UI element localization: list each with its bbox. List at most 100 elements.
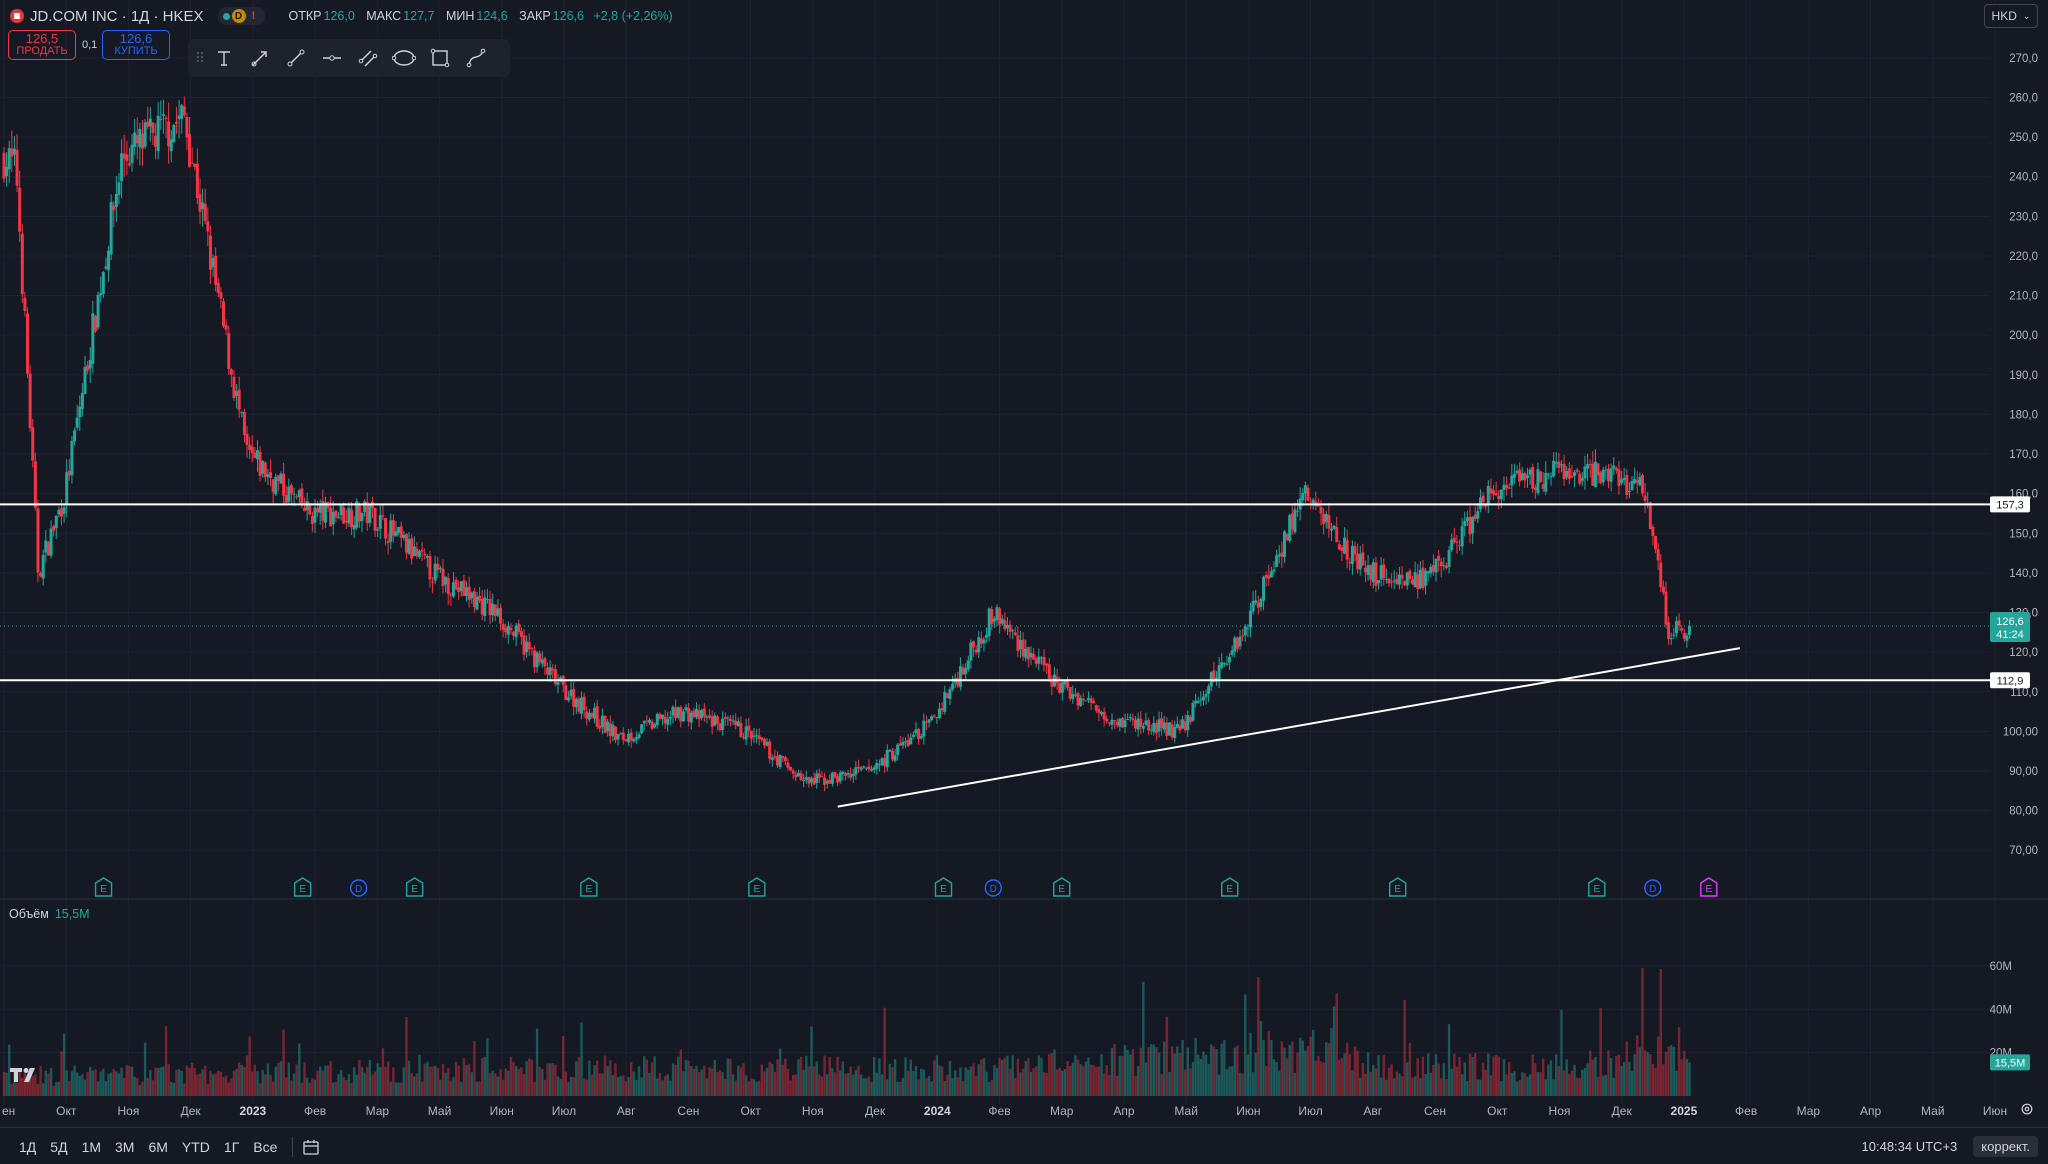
volume-bar [394,1082,398,1096]
volume-bar [164,1026,168,1096]
volume-bar [1578,1078,1581,1096]
candle-body [350,509,354,528]
volume-bar [825,1074,829,1096]
arrow-line-icon[interactable] [242,40,278,76]
volume-bar [815,1061,818,1096]
sell-button[interactable]: 126,5 ПРОДАТЬ [8,30,76,60]
volume-bar [400,1082,403,1096]
dividend-marker-icon[interactable] [1644,879,1662,897]
earnings-marker-icon[interactable] [405,877,424,897]
time-axis[interactable]: ен Окт Ноя Дек 2023 Фев Мар Май Июн Июл Авг Сен Окт Н… [2,1104,2007,1118]
volume-bar [1071,1062,1074,1096]
candle-body [344,520,348,523]
volume-bar [1447,1024,1451,1096]
volume-bar [507,1070,510,1096]
rectangle-icon[interactable] [422,40,458,76]
price-axis[interactable]: 70,0080,0090,00100,00110,0120,0130,0140,… [2003,53,2038,857]
candle-body [1115,721,1119,726]
volume-bar [136,1078,139,1096]
settings-gear-icon[interactable] [2020,1102,2034,1116]
dividend-marker-icon[interactable] [984,879,1002,897]
horizontal-ray-icon[interactable] [314,40,350,76]
volume-bar [862,1078,865,1096]
horizontal-levels[interactable] [0,503,1996,682]
candle-body [138,128,142,148]
candle-body [480,598,484,615]
candle-body [1126,719,1130,721]
trend-line[interactable] [837,647,1741,808]
timeframe-5d[interactable]: 5Д [50,1138,68,1155]
earnings-marker-icon[interactable] [1588,877,1606,897]
candle-body [1431,565,1435,572]
volume-bar [946,1074,949,1096]
buy-button[interactable]: 126,6 КУПИТЬ [102,30,170,60]
earnings-marker-icon[interactable] [293,877,312,897]
volume-bar [1312,1029,1315,1096]
timeframe-3m[interactable]: 3M [115,1138,135,1155]
candle-body [1134,720,1138,729]
volume-legend[interactable]: Объём 15,5M [9,907,90,921]
candle-body [927,719,931,723]
volume-bar [1259,1021,1263,1096]
timeframe-1d[interactable]: 1Д [19,1138,37,1155]
candle-body [1499,489,1503,500]
candle-body [1220,662,1224,668]
event-label: E [299,884,306,895]
timeframe-1m[interactable]: 1M [81,1138,102,1155]
timeframe-1y[interactable]: 1Г [223,1138,240,1155]
volume-bar [765,1068,769,1096]
timeframe-all[interactable]: Все [253,1138,278,1155]
earnings-marker-icon[interactable] [1700,877,1718,897]
earnings-marker-icon[interactable] [1221,877,1239,897]
date-range-icon[interactable] [301,1137,321,1157]
candle-body [292,493,296,495]
volume-bar [909,1059,912,1096]
symbol-title[interactable]: JD.COM INC · 1Д · HKEX [0,8,204,25]
volume-bar [243,1066,246,1096]
path-icon[interactable] [458,40,494,76]
volume-bar [1296,1052,1299,1096]
candles [2,96,1692,792]
earnings-marker-icon[interactable] [748,877,766,897]
price-chart[interactable]: E E D E E E E D E E E E D E 70,00 80,00 90,00 100,00 110,… [0,0,2048,1127]
volume-bar [1011,1055,1014,1096]
earnings-marker-icon[interactable] [94,877,113,897]
volume-bar [661,1080,664,1096]
candle-body [391,520,395,536]
volume-bar [575,1061,578,1096]
volume-bar [1285,1058,1289,1096]
volume-bar [1074,1055,1077,1096]
trend-line-icon[interactable] [278,40,314,76]
timeframe-6m[interactable]: 6M [148,1138,168,1155]
earnings-marker-icon[interactable] [934,877,953,897]
candle-body [1567,468,1571,479]
volume-bar [982,1058,986,1096]
volume-bar [1581,1069,1584,1096]
market-status[interactable]: D ! [217,7,265,25]
earnings-marker-icon[interactable] [1053,877,1071,897]
currency-selector[interactable]: HKD ⌄ [1984,4,2038,28]
text-icon[interactable] [206,40,242,76]
low-label: МИН [445,9,475,23]
candle-body [1272,569,1276,572]
tradingview-logo-icon[interactable] [10,1066,42,1084]
current-price-badge [1990,611,2030,642]
volume-bar [125,1065,129,1096]
candle-body [849,773,853,778]
candle-body [935,717,939,719]
earnings-marker-icon[interactable] [580,877,598,897]
parallel-channel-icon[interactable] [350,40,386,76]
drag-handle-icon[interactable]: ⠿ [194,49,205,66]
dividend-marker-icon[interactable] [349,879,368,897]
clock[interactable]: 10:48:34 UTC+3 [1861,1139,1958,1154]
candle-body [1593,461,1597,488]
ellipse-icon[interactable] [386,40,422,76]
volume-bar [669,1080,672,1096]
earnings-marker-icon[interactable] [1389,877,1407,897]
timeframe-ytd[interactable]: YTD [181,1138,210,1155]
volume-bar [645,1059,649,1096]
volume-bar [266,1063,270,1096]
adjust-button[interactable]: коррект. [1973,1136,2038,1157]
price-tick-label: 120,0 [2009,647,2038,659]
